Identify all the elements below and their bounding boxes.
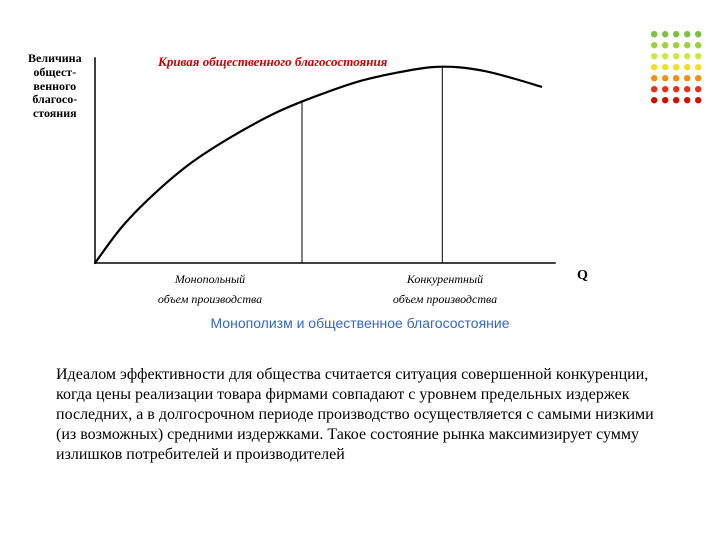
grid-dot (651, 31, 657, 37)
grid-dot (651, 53, 657, 59)
welfare-curve-chart (89, 52, 561, 269)
grid-dot (695, 42, 701, 48)
grid-dot (673, 75, 679, 81)
grid-dot (662, 97, 668, 103)
y-axis-label: Величинаобщест-венногоблагосо-стояния (28, 52, 82, 121)
grid-dot (695, 53, 701, 59)
grid-dot (684, 75, 690, 81)
y-axis-label-line: венного (28, 80, 82, 94)
y-axis-label-line: общест- (28, 66, 82, 80)
grid-dot (673, 31, 679, 37)
x-annotation-1-bottom: объем производства (345, 292, 545, 307)
y-axis-label-line: Величина (28, 52, 82, 66)
grid-dot (662, 53, 668, 59)
grid-dot (684, 31, 690, 37)
grid-dot (651, 86, 657, 92)
grid-dot (673, 42, 679, 48)
grid-dot (695, 64, 701, 70)
y-axis-label-line: стояния (28, 107, 82, 121)
grid-dot (684, 86, 690, 92)
welfare-curve (95, 67, 541, 263)
grid-dot (684, 64, 690, 70)
grid-dot (695, 31, 701, 37)
x-annotation-0-bottom: объем производства (110, 292, 310, 307)
grid-dot (662, 86, 668, 92)
x-annotation-1-top: Конкурентный (345, 272, 545, 287)
grid-dot (662, 42, 668, 48)
grid-dot (651, 97, 657, 103)
grid-dot (695, 86, 701, 92)
grid-dot (651, 75, 657, 81)
grid-dot (662, 64, 668, 70)
grid-dot (684, 42, 690, 48)
grid-dot (662, 31, 668, 37)
grid-dot (673, 86, 679, 92)
x-axis-label: Q (577, 268, 588, 284)
grid-dot (651, 42, 657, 48)
grid-dot (695, 97, 701, 103)
grid-dot (673, 97, 679, 103)
decorative-dot-grid (650, 30, 702, 104)
x-annotation-0-top: Монопольный (110, 272, 310, 287)
body-paragraph: Идеалом эффективности для общества счита… (56, 365, 664, 465)
y-axis-label-line: благосо- (28, 93, 82, 107)
grid-dot (651, 64, 657, 70)
grid-dot (662, 75, 668, 81)
figure-title: Монополизм и общественное благосостояние (0, 315, 720, 331)
grid-dot (684, 97, 690, 103)
grid-dot (695, 75, 701, 81)
grid-dot (673, 64, 679, 70)
grid-dot (684, 53, 690, 59)
grid-dot (673, 53, 679, 59)
